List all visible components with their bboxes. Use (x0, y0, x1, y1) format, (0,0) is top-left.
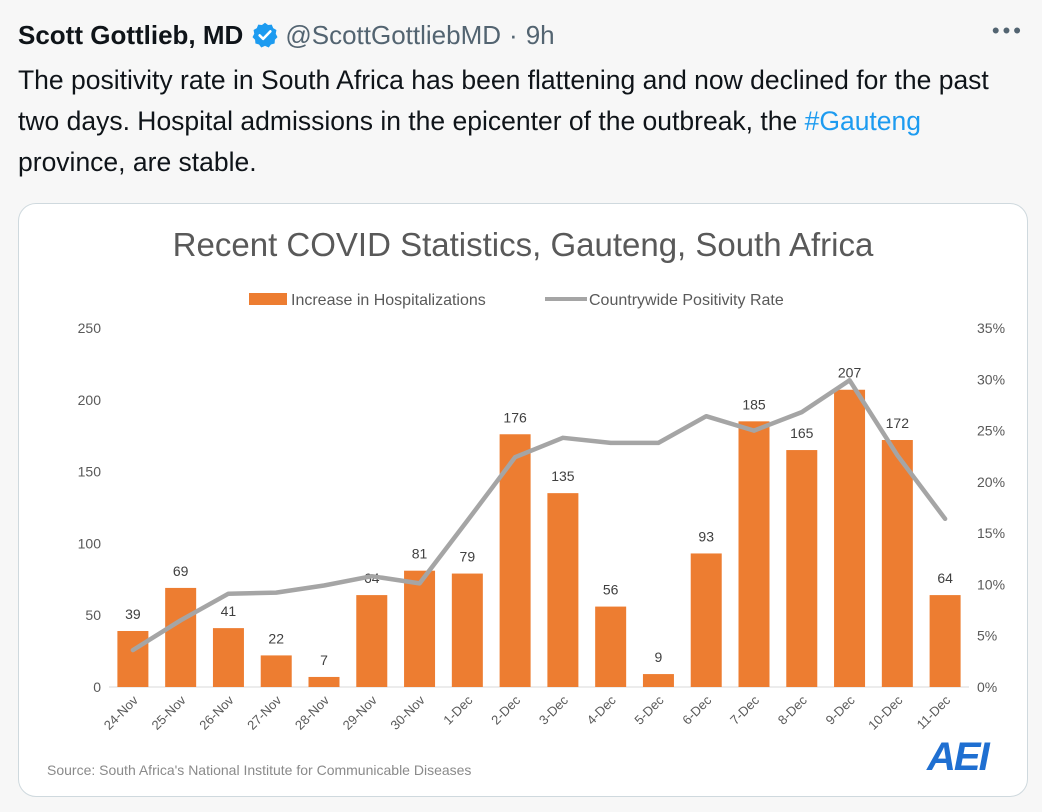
bar-5-Dec (642, 674, 674, 687)
data-label-4-Dec: 56 (603, 582, 619, 598)
data-label-11-Dec: 64 (937, 570, 953, 586)
y-right-tick-label: 35% (977, 320, 1005, 336)
bar-29-Nov (356, 595, 388, 687)
tweet-header: Scott Gottlieb, MD @ScottGottliebMD · 9h… (18, 14, 1024, 56)
chart-title: Recent COVID Statistics, Gauteng, South … (173, 226, 874, 263)
data-label-5-Dec: 9 (655, 649, 663, 665)
data-label-24-Nov: 39 (125, 606, 141, 622)
bar-6-Dec (690, 553, 722, 687)
verified-badge-icon (252, 22, 278, 48)
bar-3-Dec (547, 493, 579, 687)
x-tick-label-7-Dec: 7-Dec (727, 692, 762, 727)
x-tick-label-27-Nov: 27-Nov (244, 692, 285, 733)
bar-26-Nov (212, 628, 244, 687)
author-handle[interactable]: @ScottGottliebMD (285, 19, 502, 50)
bar-28-Nov (308, 676, 340, 687)
y-left-tick-label: 100 (78, 535, 102, 551)
x-tick-label-1-Dec: 1-Dec (440, 692, 475, 727)
tweet-text-part2: province, are stable. (18, 147, 257, 177)
covid-chart: Recent COVID Statistics, Gauteng, South … (47, 226, 1005, 779)
y-right-tick-label: 10% (977, 576, 1005, 592)
bar-27-Nov (260, 655, 292, 687)
separator-dot: · (509, 19, 518, 50)
bar-11-Dec (929, 595, 961, 687)
x-tick-label-6-Dec: 6-Dec (679, 692, 714, 727)
data-label-10-Dec: 172 (886, 415, 910, 431)
tweet-text-part1: The positivity rate in South Africa has … (18, 65, 989, 136)
y-right-tick-label: 5% (977, 628, 997, 644)
x-tick-label-26-Nov: 26-Nov (196, 692, 237, 733)
y-left-tick-label: 200 (78, 392, 102, 408)
x-tick-label-30-Nov: 30-Nov (387, 692, 428, 733)
data-label-27-Nov: 22 (268, 630, 284, 646)
x-tick-label-8-Dec: 8-Dec (775, 692, 810, 727)
bar-4-Dec (595, 606, 627, 687)
author-name[interactable]: Scott Gottlieb, MD (18, 19, 244, 50)
data-label-3-Dec: 135 (551, 468, 575, 484)
x-tick-label-11-Dec: 11-Dec (914, 692, 954, 732)
data-label-25-Nov: 69 (173, 563, 189, 579)
bar-9-Dec (834, 389, 866, 687)
y-right-tick-label: 30% (977, 371, 1005, 387)
aei-logo: AEI (926, 735, 991, 779)
positivity-rate-line (130, 378, 948, 653)
x-tick-label-10-Dec: 10-Dec (865, 692, 906, 733)
data-label-30-Nov: 81 (412, 546, 428, 562)
bar-8-Dec (786, 450, 818, 687)
chart-source: Source: South Africa's National Institut… (47, 762, 471, 778)
bar-7-Dec (738, 421, 770, 687)
data-label-8-Dec: 165 (790, 425, 814, 441)
bar-1-Dec (451, 573, 483, 687)
y-left-tick-label: 250 (78, 320, 102, 336)
tweet-text: The positivity rate in South Africa has … (18, 60, 1028, 183)
bar-2-Dec (499, 434, 531, 687)
data-label-28-Nov: 7 (320, 652, 328, 668)
hashtag-link[interactable]: #Gauteng (804, 106, 922, 136)
data-label-2-Dec: 176 (503, 409, 527, 425)
x-tick-label-28-Nov: 28-Nov (292, 692, 333, 733)
tweet-media-image[interactable]: Recent COVID Statistics, Gauteng, South … (18, 203, 1028, 797)
tweet-timestamp[interactable]: 9h (525, 19, 555, 50)
y-left-tick-label: 150 (78, 464, 102, 480)
x-tick-label-9-Dec: 9-Dec (823, 692, 858, 727)
legend-label-hospitalizations: Increase in Hospitalizations (291, 292, 486, 309)
x-tick-label-2-Dec: 2-Dec (488, 692, 523, 727)
bar-10-Dec (881, 440, 913, 687)
x-tick-label-3-Dec: 3-Dec (536, 692, 571, 727)
y-right-tick-label: 15% (977, 525, 1005, 541)
x-tick-label-24-Nov: 24-Nov (101, 692, 142, 733)
bar-24-Nov (117, 630, 149, 687)
data-label-9-Dec: 207 (838, 365, 862, 381)
y-right-tick-label: 0% (977, 679, 997, 695)
legend-swatch-hospitalizations (249, 293, 287, 305)
x-tick-label-29-Nov: 29-Nov (340, 692, 381, 733)
data-label-26-Nov: 41 (221, 603, 237, 619)
data-label-1-Dec: 79 (460, 549, 476, 565)
data-label-6-Dec: 93 (698, 528, 714, 544)
x-tick-label-25-Nov: 25-Nov (149, 692, 190, 733)
bar-25-Nov (165, 587, 197, 687)
y-right-tick-label: 20% (977, 474, 1005, 490)
y-left-tick-label: 0 (93, 679, 101, 695)
more-options-icon[interactable]: ••• (991, 18, 1024, 43)
data-label-7-Dec: 185 (742, 396, 766, 412)
x-tick-label-5-Dec: 5-Dec (631, 692, 666, 727)
legend-label-positivity: Countrywide Positivity Rate (589, 292, 784, 309)
y-left-tick-label: 50 (85, 607, 101, 623)
x-tick-label-4-Dec: 4-Dec (584, 692, 619, 727)
bar-30-Nov (404, 570, 436, 687)
y-right-tick-label: 25% (977, 423, 1005, 439)
